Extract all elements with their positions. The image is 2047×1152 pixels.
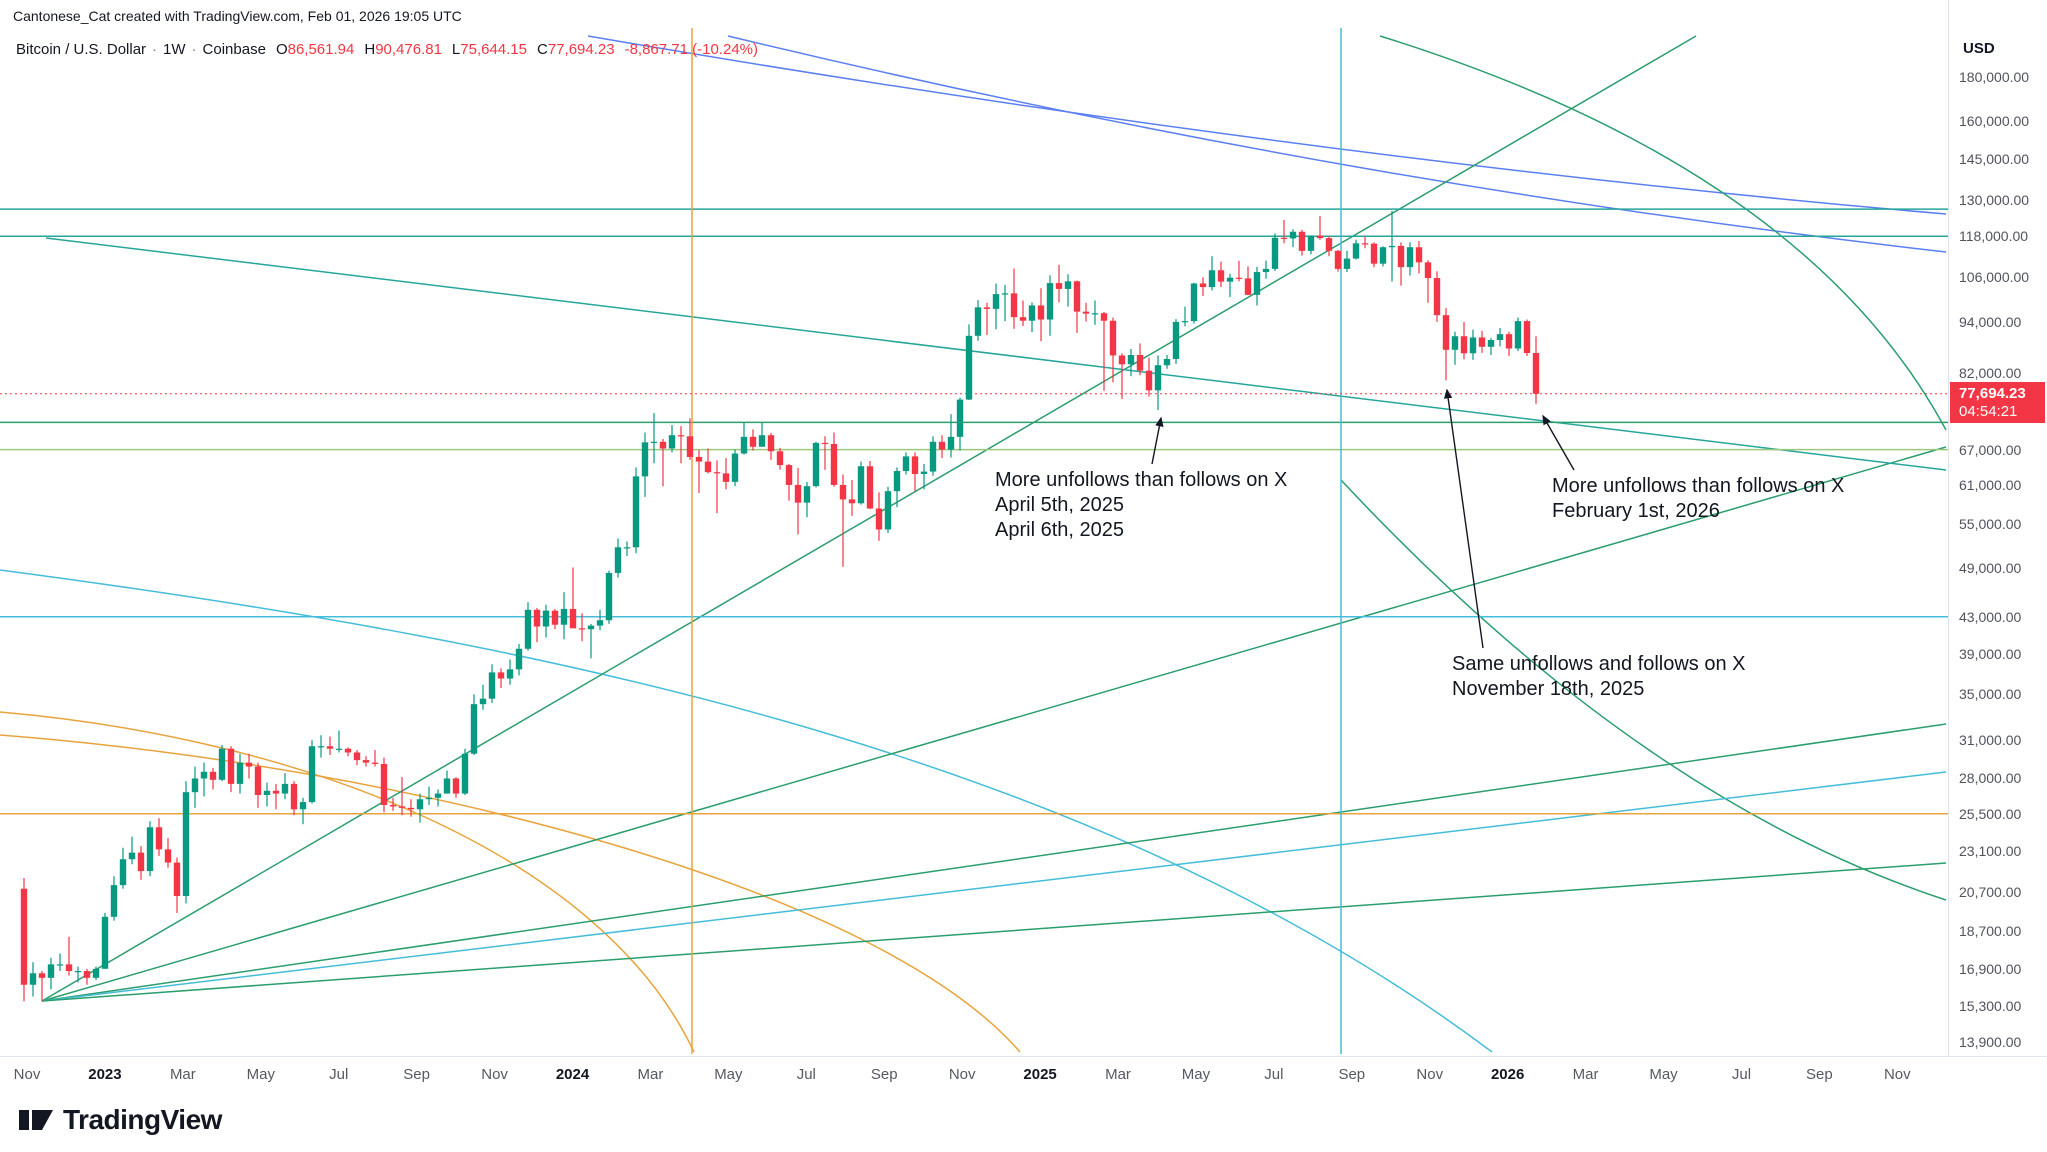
price-tick-label: 15,300.00 (1959, 998, 2022, 1015)
annotation-arrow-2[interactable] (1542, 414, 1575, 471)
close-label: C (537, 41, 548, 58)
drawing-gann-arc-green-bottomright[interactable] (1340, 479, 1947, 901)
drawing-gann-fan-1x1[interactable] (41, 446, 1947, 1002)
symbol-exchange[interactable]: Coinbase (202, 41, 266, 58)
drawing-gann-fan-1x2[interactable] (41, 35, 1697, 1002)
time-tick-label: Sep (403, 1066, 430, 1083)
separator-dot: · (152, 41, 158, 58)
price-tick-label: 31,000.00 (1959, 732, 2022, 749)
attribution-text: Cantonese_Cat created with TradingView.c… (13, 8, 462, 24)
price-tick-label: 16,900.00 (1959, 960, 2022, 977)
low-label: L (451, 41, 461, 58)
candlestick-series[interactable] (20, 210, 1540, 1002)
separator-dot: · (191, 41, 197, 58)
time-axis[interactable]: Nov 2023 Mar May Jul Sep Nov 2024 Mar May Jul Sep No… (0, 1056, 2047, 1097)
price-tick-label: 43,000.00 (1959, 608, 2022, 625)
price-tick-label: 28,000.00 (1959, 770, 2022, 787)
price-tick-label: 106,000.00 (1959, 268, 2030, 285)
price-tick-label: 49,000.00 (1959, 559, 2022, 576)
time-tick-label: Mar (1572, 1066, 1599, 1083)
time-tick-label: Jul (329, 1066, 349, 1083)
price-tick-label: 20,700.00 (1959, 884, 2022, 901)
time-tick-label: May (1649, 1066, 1678, 1083)
drawing-gann-arc-blue-1[interactable] (587, 35, 1947, 215)
time-tick-label: Nov (13, 1066, 41, 1083)
time-tick-label: Nov (1883, 1066, 1911, 1083)
price-tick-label: 25,500.00 (1959, 805, 2022, 822)
time-tick-label: May (714, 1066, 743, 1083)
drawing-gann-fan-2x1[interactable] (41, 723, 1947, 1002)
open-value: 86,561.94 (287, 41, 355, 58)
footer-bar: TradingView (0, 1096, 2047, 1152)
time-tick-label: May (1181, 1066, 1211, 1083)
time-tick-label: Jul (1264, 1066, 1284, 1083)
price-tick-label: 35,000.00 (1959, 686, 2022, 703)
price-tick-label: 180,000.00 (1959, 69, 2030, 86)
symbol-interval[interactable]: 1W (163, 41, 186, 58)
drawing-gann-fan-4x1[interactable] (41, 862, 1947, 1002)
chart-annotation-3[interactable]: Same unfollows and follows on X November… (1452, 653, 1746, 700)
drawing-gann-arc-cyan-large[interactable] (0, 569, 1493, 1053)
chart-annotation-2[interactable]: More unfollows than follows on X Februar… (1552, 475, 1845, 522)
price-tick-label: 67,000.00 (1959, 441, 2022, 458)
price-tick-label: 55,000.00 (1959, 515, 2022, 532)
low-value: 75,644.15 (460, 41, 527, 58)
high-label: H (364, 41, 376, 58)
time-tick-label: Sep (1806, 1066, 1833, 1083)
current-price-badge: 77,694.23 04:54:21 (1950, 381, 2045, 423)
open-label: O (275, 41, 288, 58)
tradingview-logo-text: TradingView (63, 1104, 222, 1135)
annotation-arrow-3[interactable] (1444, 388, 1484, 649)
high-value: 90,476.81 (375, 41, 442, 58)
time-tick-label: 2026 (1490, 1066, 1525, 1083)
tradingview-logo-icon (19, 1110, 53, 1130)
time-tick-label: 2024 (555, 1066, 590, 1083)
time-tick-label: Nov (1416, 1066, 1444, 1083)
annotation-arrow-1[interactable] (1151, 416, 1164, 465)
time-tick-label: Mar (169, 1066, 196, 1083)
time-tick-label: Sep (870, 1066, 898, 1083)
time-tick-label: May (246, 1066, 275, 1083)
time-tick-label: 2025 (1023, 1066, 1057, 1083)
chart-annotation-1[interactable]: More unfollows than follows on X April 5… (995, 469, 1288, 541)
symbol-info-bar: Bitcoin / U.S. Dollar · 1W · Coinbase O86,561… (16, 41, 758, 58)
tradingview-logo[interactable]: TradingView (18, 1104, 222, 1136)
price-tick-label: 18,700.00 (1959, 922, 2022, 939)
drawing-gann-arc-orange-1[interactable] (0, 711, 695, 1053)
price-tick-label: 82,000.00 (1959, 365, 2022, 382)
drawing-gann-arc-blue-2[interactable] (727, 35, 1947, 253)
chart-drawings[interactable] (0, 28, 1948, 1054)
price-tick-label: 130,000.00 (1959, 191, 2030, 208)
drawing-gann-arc-orange-2[interactable] (0, 734, 1021, 1053)
currency-label: USD (1963, 40, 1995, 57)
time-tick-label: Jul (796, 1066, 816, 1083)
drawing-descending-trendline[interactable] (45, 237, 1947, 471)
price-tick-label: 61,000.00 (1959, 476, 2022, 493)
symbol-name[interactable]: Bitcoin / U.S. Dollar (16, 41, 147, 58)
time-tick-label: 2023 (88, 1066, 122, 1083)
drawing-gann-fan-3x1[interactable] (41, 771, 1947, 1002)
price-tick-label: 23,100.00 (1959, 842, 2022, 859)
price-tick-label: 160,000.00 (1959, 113, 2030, 130)
time-tick-label: Nov (948, 1066, 976, 1083)
current-price-value: 77,694.23 (1959, 384, 2026, 402)
close-value: 77,694.23 (547, 41, 615, 58)
drawing-gann-arc-green-topright[interactable] (1379, 35, 1947, 431)
price-tick-label: 39,000.00 (1959, 645, 2022, 662)
price-axis[interactable]: USD 180,000.00 160,000.00 145,000.00 130,00… (1948, 0, 2047, 1056)
time-tick-label: Nov (481, 1066, 508, 1083)
time-tick-label: Mar (637, 1066, 664, 1083)
bar-close-countdown: 04:54:21 (1959, 402, 2018, 420)
time-tick-label: Sep (1338, 1066, 1366, 1083)
time-tick-label: Jul (1731, 1066, 1752, 1083)
price-tick-label: 145,000.00 (1959, 150, 2030, 167)
price-tick-label: 13,900.00 (1959, 1034, 2022, 1051)
price-tick-label: 94,000.00 (1959, 313, 2022, 330)
price-change: -8,867.71 (-10.24%) (624, 41, 758, 58)
time-tick-label: Mar (1105, 1066, 1131, 1083)
price-tick-label: 118,000.00 (1959, 228, 2029, 245)
